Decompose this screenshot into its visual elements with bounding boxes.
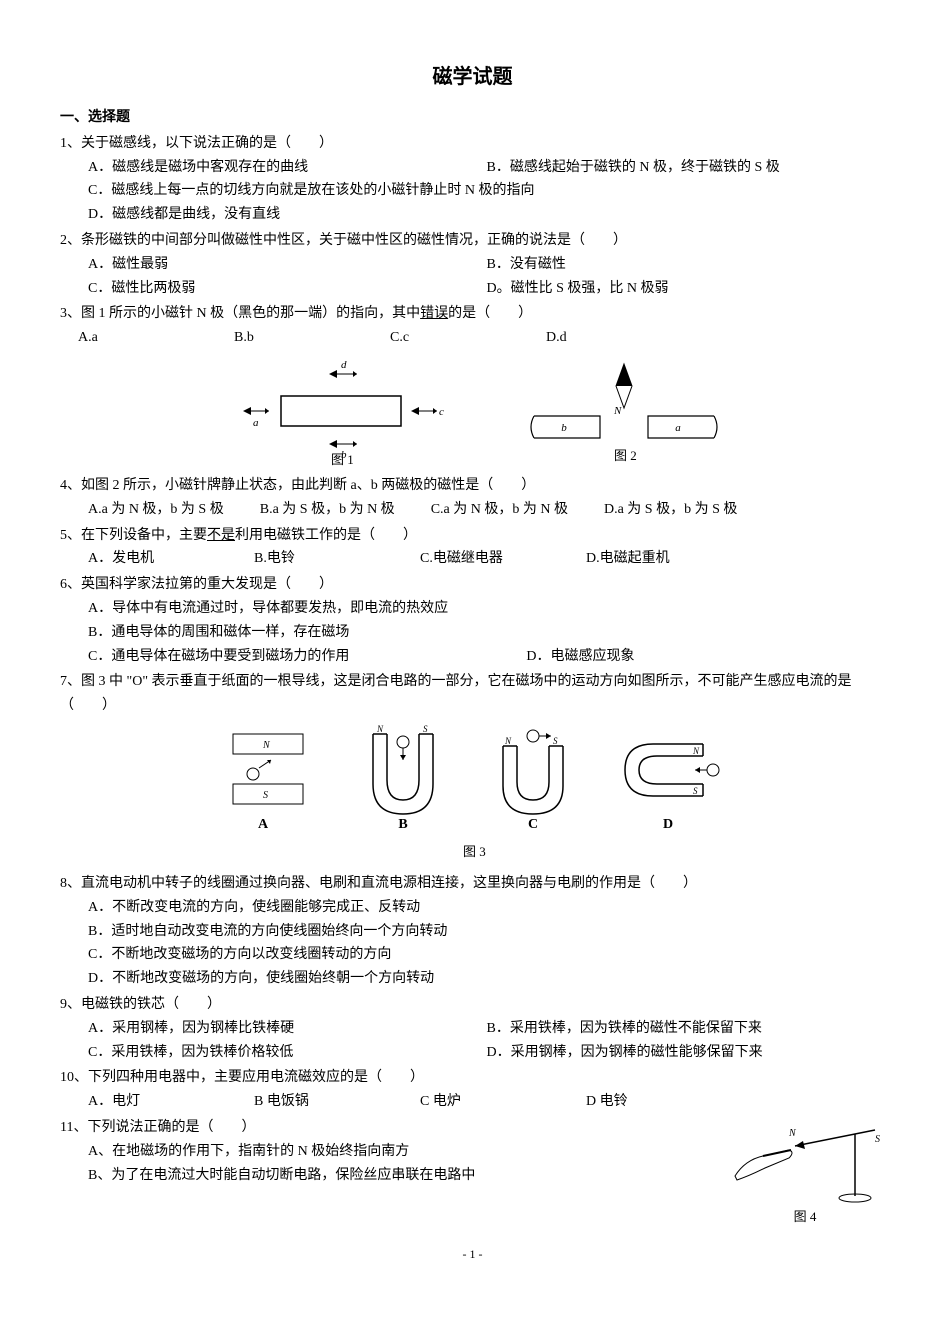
- fig3a-n: N: [262, 740, 271, 751]
- figure-2-svg: N b a 图 2: [514, 356, 734, 466]
- q1-opt-b: B．磁感线起始于磁铁的 N 极，终于磁铁的 S 极: [487, 156, 886, 180]
- q3-stem-head: 3、图 1 所示的小磁针 N 极（黑色的那一端）的指向，其中: [60, 306, 420, 321]
- fig3a-s: S: [263, 790, 268, 801]
- fig3-opt-b: B: [398, 817, 407, 832]
- fig3c-n: N: [504, 736, 512, 746]
- fig3-opt-d: D: [662, 817, 672, 832]
- q7-stem: 7、图 3 中 "O" 表示垂直于纸面的一根导线，这是闭合电路的一部分，它在磁场…: [60, 670, 885, 718]
- fig2-a-label: a: [676, 422, 682, 434]
- question-8: 8、直流电动机中转子的线圈通过换向器、电刷和直流电源相连接，这里换向器与电刷的作…: [60, 872, 885, 991]
- q8-opt-d: D．不断地改变磁场的方向，使线圈始终朝一个方向转动: [88, 967, 885, 991]
- fig2-b-label: b: [562, 422, 568, 434]
- q3-stem: 3、图 1 所示的小磁针 N 极（黑色的那一端）的指向，其中错误的是（ ）: [60, 302, 885, 326]
- q10-opt-d: D 电铃: [586, 1090, 716, 1114]
- q9-opt-a: A．采用钢棒，因为钢棒比铁棒硬: [88, 1017, 487, 1041]
- fig3b-s: S: [423, 724, 428, 734]
- question-4: 4、如图 2 所示，小磁针牌静止状态，由此判断 a、b 两磁极的磁性是（ ） A…: [60, 474, 885, 522]
- q4-stem: 4、如图 2 所示，小磁针牌静止状态，由此判断 a、b 两磁极的磁性是（ ）: [60, 474, 885, 498]
- page-title: 磁学试题: [60, 60, 885, 94]
- q4-opt-d: D.a 为 S 极，b 为 S 极: [604, 498, 737, 522]
- q5-opt-d: D.电磁起重机: [586, 547, 716, 571]
- fig1-c-label: c: [439, 406, 444, 418]
- q6-opt-c: C．通电导体在磁场中要受到磁场力的作用: [88, 645, 526, 669]
- q2-opt-c: C．磁性比两极弱: [88, 277, 487, 301]
- q3-opt-a: A.a: [78, 326, 198, 350]
- fig3-opt-a: A: [257, 817, 268, 832]
- fig3b-n: N: [376, 724, 384, 734]
- figure-3-label: 图 3: [463, 844, 486, 859]
- page-number: - 1 -: [60, 1244, 885, 1264]
- fig4-n: N: [788, 1128, 797, 1139]
- fig3d-n: N: [692, 746, 700, 756]
- q6-opt-a: A．导体中有电流通过时，导体都要发热，即电流的热效应: [88, 597, 885, 621]
- q2-opt-d: D。磁性比 S 极强，比 N 极弱: [487, 277, 886, 301]
- question-7: 7、图 3 中 "O" 表示垂直于纸面的一根导线，这是闭合电路的一部分，它在磁场…: [60, 670, 885, 718]
- q6-stem: 6、英国科学家法拉第的重大发现是（ ）: [60, 573, 885, 597]
- q5-opt-c: C.电磁继电器: [420, 547, 550, 571]
- q1-opt-c: C．磁感线上每一点的切线方向就是放在该处的小磁针静止时 N 极的指向: [88, 179, 885, 203]
- q10-opt-c: C 电炉: [420, 1090, 550, 1114]
- question-2: 2、条形磁铁的中间部分叫做磁性中性区，关于磁中性区的磁性情况，正确的说法是（ ）…: [60, 229, 885, 300]
- figure-4-svg: N S: [725, 1116, 885, 1206]
- figure-2-label: 图 2: [614, 448, 637, 463]
- question-6: 6、英国科学家法拉第的重大发现是（ ） A．导体中有电流通过时，导体都要发热，即…: [60, 573, 885, 668]
- q3-stem-underlined: 错误: [420, 306, 448, 321]
- q1-opt-a: A．磁感线是磁场中客观存在的曲线: [88, 156, 487, 180]
- figure-4-wrap: N S 图 4: [725, 1116, 885, 1228]
- figure-1-svg: d a c b 图 1: [211, 356, 471, 466]
- q9-opt-c: C．采用铁棒，因为铁棒价格较低: [88, 1041, 487, 1065]
- q3-opt-c: C.c: [390, 326, 510, 350]
- q10-stem: 10、下列四种用电器中，主要应用电流磁效应的是（ ）: [60, 1066, 885, 1090]
- q8-opt-c: C．不断地改变磁场的方向以改变线圈转动的方向: [88, 943, 885, 967]
- question-10: 10、下列四种用电器中，主要应用电流磁效应的是（ ） A．电灯 B 电饭锅 C …: [60, 1066, 885, 1114]
- q9-stem: 9、电磁铁的铁芯（ ）: [60, 993, 885, 1017]
- question-5: 5、在下列设备中，主要不是利用电磁铁工作的是（ ） A．发电机 B.电铃 C.电…: [60, 524, 885, 572]
- fig3d-s: S: [693, 786, 698, 796]
- question-11: N S 图 4 11、下列说法正确的是（ ） A、在地磁场的作用下，指南针的 N…: [60, 1116, 885, 1228]
- question-3: 3、图 1 所示的小磁针 N 极（黑色的那一端）的指向，其中错误的是（ ） A.…: [60, 302, 885, 350]
- q5-opt-a: A．发电机: [88, 547, 218, 571]
- q5-opt-b: B.电铃: [254, 547, 384, 571]
- q5-stem-tail: 利用电磁铁工作的是（ ）: [235, 528, 417, 543]
- q1-opt-d: D．磁感线都是曲线，没有直线: [88, 203, 885, 227]
- figure-3-svg: N S A N S B: [213, 724, 733, 864]
- q10-opt-b: B 电饭锅: [254, 1090, 384, 1114]
- q4-opt-b: B.a 为 S 极，b 为 N 极: [260, 498, 395, 522]
- q10-opt-a: A．电灯: [88, 1090, 218, 1114]
- q2-opt-a: A．磁性最弱: [88, 253, 487, 277]
- q4-opt-a: A.a 为 N 极，b 为 S 极: [88, 498, 224, 522]
- q5-stem-underlined: 不是: [207, 528, 235, 543]
- q5-stem-head: 5、在下列设备中，主要: [60, 528, 207, 543]
- fig4-s: S: [875, 1134, 880, 1145]
- q2-opt-b: B．没有磁性: [487, 253, 886, 277]
- q6-opt-b: B．通电导体的周围和磁体一样，存在磁场: [88, 621, 885, 645]
- q8-opt-a: A．不断改变电流的方向，使线圈能够完成正、反转动: [88, 896, 885, 920]
- q3-opt-b: B.b: [234, 326, 354, 350]
- q3-stem-tail: 的是（ ）: [448, 306, 532, 321]
- figure-4-label: 图 4: [725, 1206, 885, 1228]
- q9-opt-b: B．采用铁棒，因为铁棒的磁性不能保留下来: [487, 1017, 886, 1041]
- fig3-opt-c: C: [527, 817, 537, 832]
- fig3c-s: S: [553, 736, 558, 746]
- figure-3-wrap: N S A N S B: [60, 724, 885, 864]
- q4-opt-c: C.a 为 N 极，b 为 N 极: [431, 498, 568, 522]
- section-header: 一、选择题: [60, 106, 885, 130]
- fig1-a-label: a: [253, 417, 259, 429]
- fig2-n-label: N: [613, 405, 622, 417]
- q6-opt-d: D．电磁感应现象: [526, 645, 634, 669]
- figure-1-2-wrap: d a c b 图 1 N b: [60, 356, 885, 466]
- q2-stem: 2、条形磁铁的中间部分叫做磁性中性区，关于磁中性区的磁性情况，正确的说法是（ ）: [60, 229, 885, 253]
- q5-stem: 5、在下列设备中，主要不是利用电磁铁工作的是（ ）: [60, 524, 885, 548]
- q8-stem: 8、直流电动机中转子的线圈通过换向器、电刷和直流电源相连接，这里换向器与电刷的作…: [60, 872, 885, 896]
- q8-opt-b: B．适时地自动改变电流的方向使线圈始终向一个方向转动: [88, 920, 885, 944]
- fig1-d-label: d: [341, 359, 347, 371]
- question-1: 1、关于磁感线，以下说法正确的是（ ） A．磁感线是磁场中客观存在的曲线 B．磁…: [60, 132, 885, 227]
- q9-opt-d: D．采用钢棒，因为钢棒的磁性能够保留下来: [487, 1041, 886, 1065]
- q3-opt-d: D.d: [546, 326, 666, 350]
- q1-stem: 1、关于磁感线，以下说法正确的是（ ）: [60, 132, 885, 156]
- figure-1-label: 图 1: [331, 452, 354, 466]
- question-9: 9、电磁铁的铁芯（ ） A．采用钢棒，因为钢棒比铁棒硬 B．采用铁棒，因为铁棒的…: [60, 993, 885, 1064]
